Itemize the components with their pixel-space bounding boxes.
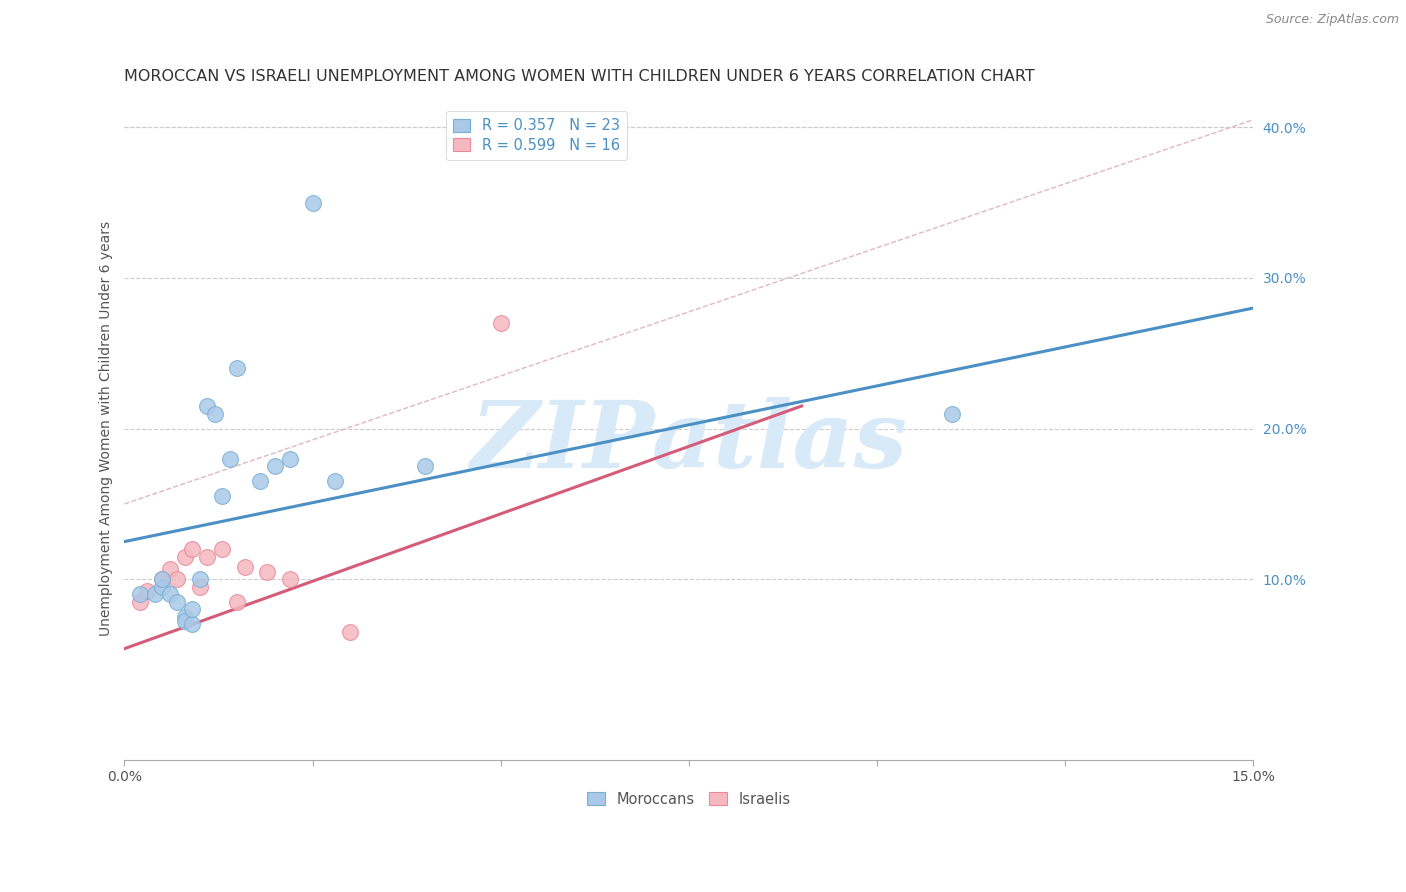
Point [166, 595, 188, 609]
Point [188, 572, 211, 586]
Point [159, 562, 181, 576]
Point [128, 587, 150, 601]
Point [226, 595, 249, 609]
Point [188, 580, 211, 594]
Point [489, 316, 512, 330]
Point [159, 587, 181, 601]
Text: MOROCCAN VS ISRAELI UNEMPLOYMENT AMONG WOMEN WITH CHILDREN UNDER 6 YEARS CORRELA: MOROCCAN VS ISRAELI UNEMPLOYMENT AMONG W… [125, 69, 1035, 84]
Point [278, 572, 301, 586]
Point [181, 602, 204, 616]
Point [249, 475, 271, 489]
Point [173, 610, 195, 624]
Point [218, 451, 240, 466]
Point [128, 595, 150, 609]
Text: ZIPatlas: ZIPatlas [470, 397, 907, 487]
Point [301, 195, 323, 210]
Legend: Moroccans, Israelis: Moroccans, Israelis [581, 786, 796, 813]
Point [226, 361, 249, 376]
Point [278, 451, 301, 466]
Point [195, 549, 218, 564]
Point [204, 407, 226, 421]
Point [415, 459, 437, 474]
Text: Source: ZipAtlas.com: Source: ZipAtlas.com [1265, 13, 1399, 27]
Point [173, 549, 195, 564]
Point [323, 475, 346, 489]
Point [941, 407, 963, 421]
Y-axis label: Unemployment Among Women with Children Under 6 years: Unemployment Among Women with Children U… [100, 221, 114, 636]
Point [173, 615, 195, 629]
Point [150, 572, 173, 586]
Point [143, 587, 166, 601]
Point [211, 490, 233, 504]
Point [150, 580, 173, 594]
Point [181, 542, 204, 557]
Point [256, 565, 278, 579]
Point [195, 399, 218, 413]
Point [166, 572, 188, 586]
Point [233, 560, 256, 574]
Point [264, 459, 287, 474]
Point [211, 542, 233, 557]
Point [136, 584, 159, 599]
Point [181, 617, 204, 632]
Point [339, 625, 361, 640]
Point [150, 572, 173, 586]
